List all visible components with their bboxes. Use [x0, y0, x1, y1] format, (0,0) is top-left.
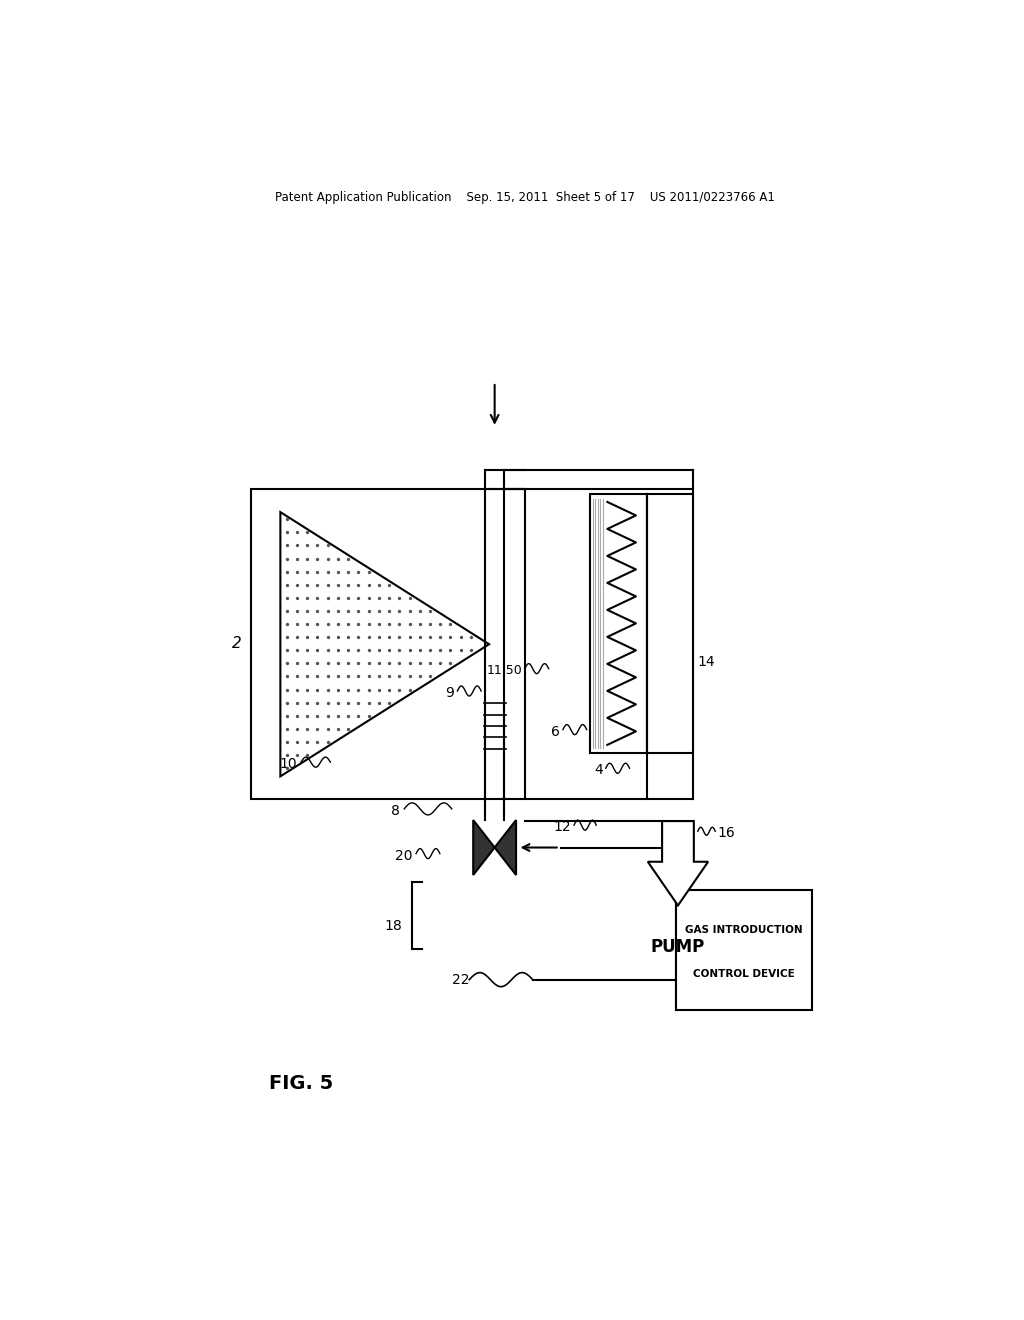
Text: 18: 18	[385, 919, 402, 933]
Text: 4: 4	[594, 763, 602, 777]
Polygon shape	[495, 820, 516, 875]
Text: CONTROL DEVICE: CONTROL DEVICE	[693, 969, 795, 979]
Text: 16: 16	[718, 826, 735, 841]
Bar	[647, 494, 693, 752]
Text: 14: 14	[697, 655, 716, 669]
Polygon shape	[648, 821, 709, 906]
Text: 9: 9	[445, 686, 455, 700]
Bar	[251, 488, 524, 799]
Text: 8: 8	[391, 804, 400, 818]
Polygon shape	[473, 820, 495, 875]
Text: Patent Application Publication    Sep. 15, 2011  Sheet 5 of 17    US 2011/022376: Patent Application Publication Sep. 15, …	[274, 190, 775, 203]
Text: 6: 6	[551, 725, 560, 739]
Text: 22: 22	[452, 973, 469, 986]
Text: 20: 20	[395, 849, 413, 863]
Text: 2: 2	[231, 636, 242, 651]
Text: FIG. 5: FIG. 5	[269, 1074, 334, 1093]
Text: 11,50: 11,50	[486, 664, 522, 677]
Bar	[590, 494, 647, 752]
Text: PUMP: PUMP	[651, 939, 706, 956]
Text: GAS INTRODUCTION: GAS INTRODUCTION	[685, 925, 803, 935]
Text: 12: 12	[553, 820, 570, 834]
Bar	[676, 890, 812, 1010]
Text: 10: 10	[280, 758, 297, 771]
